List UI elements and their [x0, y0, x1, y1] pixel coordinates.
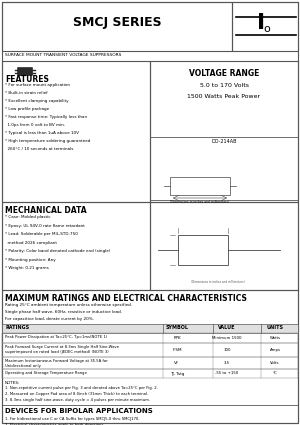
Bar: [150, 61, 298, 202]
Text: * Case: Molded plastic: * Case: Molded plastic: [5, 215, 50, 219]
Text: DEVICES FOR BIPOLAR APPLICATIONS: DEVICES FOR BIPOLAR APPLICATIONS: [5, 408, 153, 414]
Text: IFSM: IFSM: [172, 348, 182, 352]
Bar: [150, 137, 298, 200]
Text: * Low profile package: * Low profile package: [5, 107, 49, 111]
Text: 1. Non-repetitive current pulse per Fig. 3 and derated above Ta=25°C per Fig. 2.: 1. Non-repetitive current pulse per Fig.…: [5, 386, 158, 390]
Text: TJ, Tstg: TJ, Tstg: [170, 371, 184, 376]
Text: 2. Electrical characteristics apply to both directions.: 2. Electrical characteristics apply to b…: [5, 423, 105, 425]
Bar: [2, 343, 298, 357]
Bar: [2, 357, 298, 369]
Text: RATINGS: RATINGS: [5, 325, 29, 330]
Text: * High temperature soldering guaranteed: * High temperature soldering guaranteed: [5, 139, 90, 143]
Text: * Built-in strain relief: * Built-in strain relief: [5, 91, 48, 95]
Text: method 2026 compliant: method 2026 compliant: [5, 241, 57, 244]
Text: SYMBOL: SYMBOL: [166, 325, 188, 330]
Text: Rating 25°C ambient temperature unless otherwise specified.: Rating 25°C ambient temperature unless o…: [5, 303, 132, 307]
Text: Unidirectional only: Unidirectional only: [5, 365, 41, 368]
Text: 2. Measured on Copper Pad area of 8.0inch (31mm Thick) to each terminal.: 2. Measured on Copper Pad area of 8.0inc…: [5, 392, 148, 396]
Text: (Dimensions in inches and millimeters): (Dimensions in inches and millimeters): [170, 200, 230, 204]
Text: -55 to +150: -55 to +150: [215, 371, 238, 376]
Bar: [2, 2, 232, 51]
Text: Single phase half wave, 60Hz, resistive or inductive load.: Single phase half wave, 60Hz, resistive …: [5, 310, 122, 314]
Text: VALUE: VALUE: [218, 325, 236, 330]
Text: SURFACE MOUNT TRANSIENT VOLTAGE SUPPRESSORS: SURFACE MOUNT TRANSIENT VOLTAGE SUPPRESS…: [5, 53, 122, 57]
Text: VOLTAGE RANGE: VOLTAGE RANGE: [189, 69, 259, 78]
Bar: [232, 2, 298, 51]
Text: 100: 100: [223, 348, 231, 352]
Bar: [170, 177, 230, 195]
Text: Watts: Watts: [269, 336, 281, 340]
Text: 1.0ps from 0 volt to BV min.: 1.0ps from 0 volt to BV min.: [5, 123, 65, 127]
Text: 5.0 to 170 Volts: 5.0 to 170 Volts: [200, 83, 248, 88]
Bar: [2, 324, 298, 333]
Bar: [2, 333, 298, 343]
Text: VF: VF: [174, 361, 180, 365]
Bar: [2, 290, 298, 423]
Text: °C: °C: [273, 371, 278, 376]
Bar: [2, 61, 150, 202]
Text: NOTES:: NOTES:: [5, 381, 20, 385]
Text: 1. For bidirectional use C or CA Suffix for types SMCJ5.0 thru SMCJ170.: 1. For bidirectional use C or CA Suffix …: [5, 417, 140, 421]
Text: * Excellent clamping capability: * Excellent clamping capability: [5, 99, 69, 103]
Text: SMCJ SERIES: SMCJ SERIES: [73, 16, 161, 29]
Text: * Polarity: Color band denoted cathode end (single): * Polarity: Color band denoted cathode e…: [5, 249, 110, 253]
Text: Minimum 1500: Minimum 1500: [212, 336, 242, 340]
Text: I: I: [257, 12, 265, 32]
FancyBboxPatch shape: [17, 68, 32, 76]
Text: Volts: Volts: [270, 361, 280, 365]
Text: * Weight: 0.21 grams: * Weight: 0.21 grams: [5, 266, 49, 270]
Text: MAXIMUM RATINGS AND ELECTRICAL CHARACTERISTICS: MAXIMUM RATINGS AND ELECTRICAL CHARACTER…: [5, 294, 247, 303]
Text: Peak Power Dissipation at Ta=25°C, Tp=1ms(NOTE 1): Peak Power Dissipation at Ta=25°C, Tp=1m…: [5, 335, 107, 339]
Bar: [2, 202, 150, 290]
Text: * For surface mount application: * For surface mount application: [5, 83, 70, 87]
Text: FEATURES: FEATURES: [5, 75, 49, 84]
Text: 3.5: 3.5: [224, 361, 230, 365]
Text: MECHANICAL DATA: MECHANICAL DATA: [5, 206, 87, 215]
Text: * Fast response time: Typically less than: * Fast response time: Typically less tha…: [5, 115, 87, 119]
Text: o: o: [264, 23, 270, 34]
Text: * Epoxy: UL 94V-0 rate flame retardant: * Epoxy: UL 94V-0 rate flame retardant: [5, 224, 85, 227]
Text: 260°C / 10 seconds at terminals: 260°C / 10 seconds at terminals: [5, 147, 73, 151]
Text: Operating and Storage Temperature Range: Operating and Storage Temperature Range: [5, 371, 87, 375]
Bar: [178, 235, 228, 265]
Bar: [150, 202, 298, 290]
Text: 3. 8.3ms single half sine-wave, duty cycle = 4 pulses per minute maximum.: 3. 8.3ms single half sine-wave, duty cyc…: [5, 398, 150, 402]
Text: PPK: PPK: [173, 336, 181, 340]
Text: DO-214AB: DO-214AB: [211, 139, 237, 144]
Text: * Lead: Solderable per MIL-STD-750: * Lead: Solderable per MIL-STD-750: [5, 232, 78, 236]
Text: UNITS: UNITS: [266, 325, 283, 330]
Text: Peak Forward Surge Current at 8.3ms Single Half Sine-Wave: Peak Forward Surge Current at 8.3ms Sing…: [5, 345, 119, 349]
Text: superimposed on rated load (JEDEC method) (NOTE 3): superimposed on rated load (JEDEC method…: [5, 351, 109, 354]
Text: Amps: Amps: [269, 348, 281, 352]
Text: (Dimensions in inches and millimeters): (Dimensions in inches and millimeters): [191, 280, 245, 284]
Text: * Typical is less than 1uA above 10V: * Typical is less than 1uA above 10V: [5, 131, 79, 135]
Text: For capacitive load, derate current by 20%.: For capacitive load, derate current by 2…: [5, 317, 94, 321]
Text: * Mounting position: Any: * Mounting position: Any: [5, 258, 56, 261]
Bar: [2, 369, 298, 378]
Text: Maximum Instantaneous Forward Voltage at 35.5A for: Maximum Instantaneous Forward Voltage at…: [5, 359, 108, 363]
Text: 1500 Watts Peak Power: 1500 Watts Peak Power: [188, 94, 261, 99]
